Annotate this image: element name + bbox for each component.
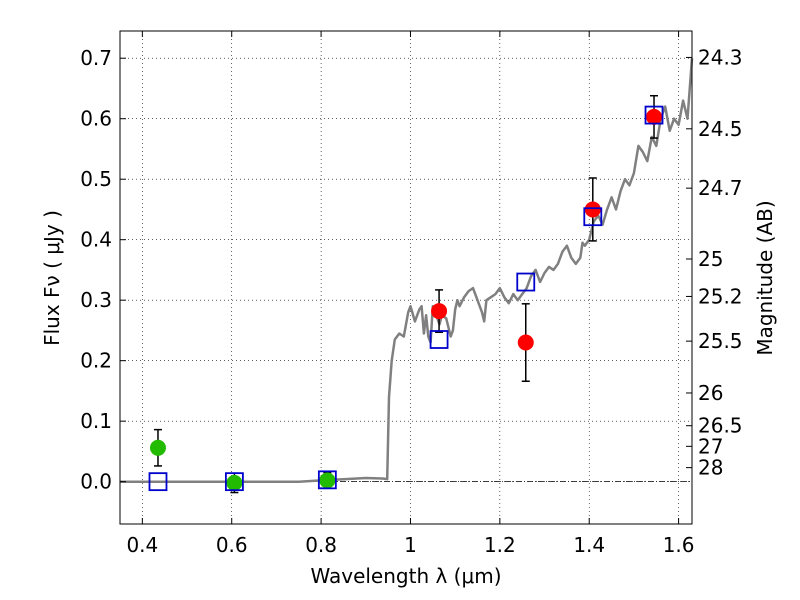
observed-point bbox=[226, 474, 243, 491]
y-tick-label: 0.0 bbox=[80, 470, 112, 494]
x-tick-label: 0.4 bbox=[126, 533, 158, 557]
right-tick-label: 24.5 bbox=[698, 117, 743, 141]
right-tick-label: 28 bbox=[698, 456, 723, 480]
right-tick-label: 25.5 bbox=[698, 329, 743, 353]
y-tick-label: 0.5 bbox=[80, 167, 112, 191]
y-axis-label-left: Flux Fν ( μJy ) bbox=[40, 210, 64, 346]
y-tick-label: 0.6 bbox=[80, 107, 112, 131]
observed-point bbox=[319, 472, 336, 489]
x-tick-label: 1 bbox=[404, 533, 417, 557]
y-axis-label-right: Magnitude (AB) bbox=[753, 200, 777, 355]
x-tick-label: 1.4 bbox=[573, 533, 605, 557]
x-tick-label: 1.6 bbox=[663, 533, 695, 557]
y-tick-label: 0.1 bbox=[80, 409, 112, 433]
right-tick-label: 26 bbox=[698, 381, 723, 405]
model-photometry-square bbox=[429, 330, 449, 349]
right-tick-label: 24.3 bbox=[698, 45, 743, 69]
model-photometry-square bbox=[317, 470, 337, 490]
y-tick-label: 0.2 bbox=[80, 349, 112, 373]
model-photometry-square bbox=[583, 207, 603, 227]
right-tick-label: 26.5 bbox=[698, 414, 743, 438]
x-axis-label: Wavelength λ (μm) bbox=[310, 564, 501, 588]
right-tick-label: 24.7 bbox=[698, 176, 743, 200]
x-tick-label: 0.6 bbox=[216, 533, 248, 557]
y-tick-label: 0.7 bbox=[80, 46, 112, 70]
observed-point bbox=[149, 439, 166, 456]
observed-point bbox=[646, 108, 663, 125]
y-tick-label: 0.4 bbox=[80, 228, 112, 252]
observed-point bbox=[431, 303, 448, 320]
x-tick-label: 0.8 bbox=[305, 533, 337, 557]
x-tick-label: 1.2 bbox=[484, 533, 516, 557]
model-photometry-square bbox=[516, 272, 536, 292]
model-photometry-square bbox=[224, 472, 244, 492]
marker-layer bbox=[148, 94, 664, 494]
right-tick-label: 27 bbox=[698, 434, 723, 458]
observed-point bbox=[584, 201, 601, 218]
ticks: 0.4 0.6 0.8 1 1.2 1.4 1.6 0.0 0.1 0.2 0.3 0.4 0.5 0.6… bbox=[80, 31, 743, 557]
y-tick-label: 0.3 bbox=[80, 288, 112, 312]
observed-point bbox=[517, 334, 534, 351]
model-photometry-square bbox=[148, 472, 168, 492]
right-tick-label: 25 bbox=[698, 247, 723, 271]
model-sed-line bbox=[120, 58, 694, 483]
right-tick-label: 25.2 bbox=[698, 284, 743, 308]
model-sed-line-layer bbox=[120, 58, 694, 483]
plot-frame bbox=[119, 30, 693, 525]
model-photometry-square bbox=[644, 105, 664, 125]
